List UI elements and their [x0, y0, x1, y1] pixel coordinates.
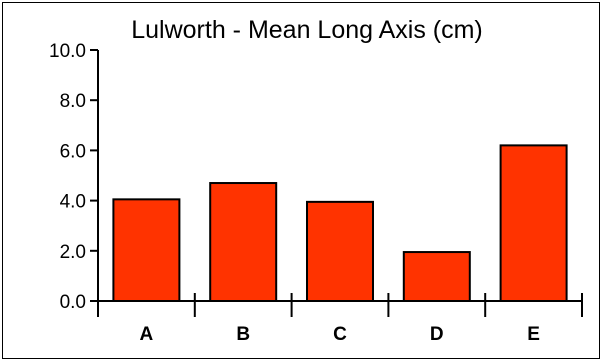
y-tick-label: 4.0 — [60, 192, 86, 213]
bar-d — [402, 251, 471, 302]
x-tick-label: D — [430, 324, 444, 345]
y-tick-label: 2.0 — [60, 242, 86, 263]
y-tick-label: 8.0 — [60, 91, 86, 112]
bar-b — [209, 182, 278, 302]
y-tick-label: 0.0 — [60, 292, 86, 313]
x-tick-label: B — [236, 324, 250, 345]
bar-e — [499, 144, 568, 302]
bar-a — [112, 198, 181, 302]
x-tick-label: C — [333, 324, 347, 345]
y-tick-label: 10.0 — [49, 41, 86, 62]
y-tick-label: 6.0 — [60, 141, 86, 162]
x-tick-label: A — [140, 324, 154, 345]
bars — [112, 144, 568, 302]
chart-title: Lulworth - Mean Long Axis (cm) — [131, 16, 483, 44]
bar-c — [306, 200, 374, 302]
y-axis: 0.0 2.0 4.0 6.0 8.0 10.0 — [49, 41, 99, 317]
x-tick-label: E — [527, 324, 540, 345]
